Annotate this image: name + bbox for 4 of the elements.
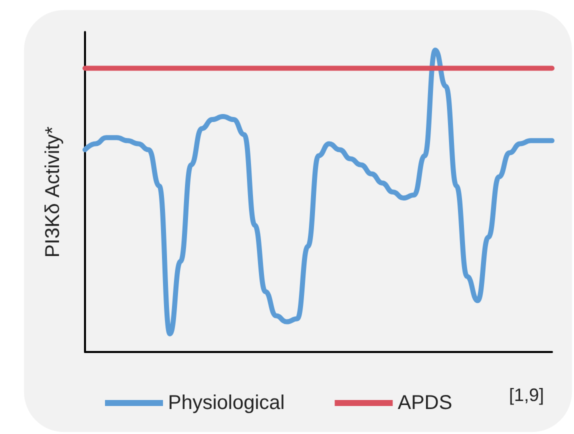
legend-label: APDS xyxy=(398,392,452,414)
legend-label: Physiological xyxy=(168,392,285,414)
text: [1,9] xyxy=(508,385,544,405)
y-axis-title: PI3Kδ Activity* xyxy=(42,126,64,258)
